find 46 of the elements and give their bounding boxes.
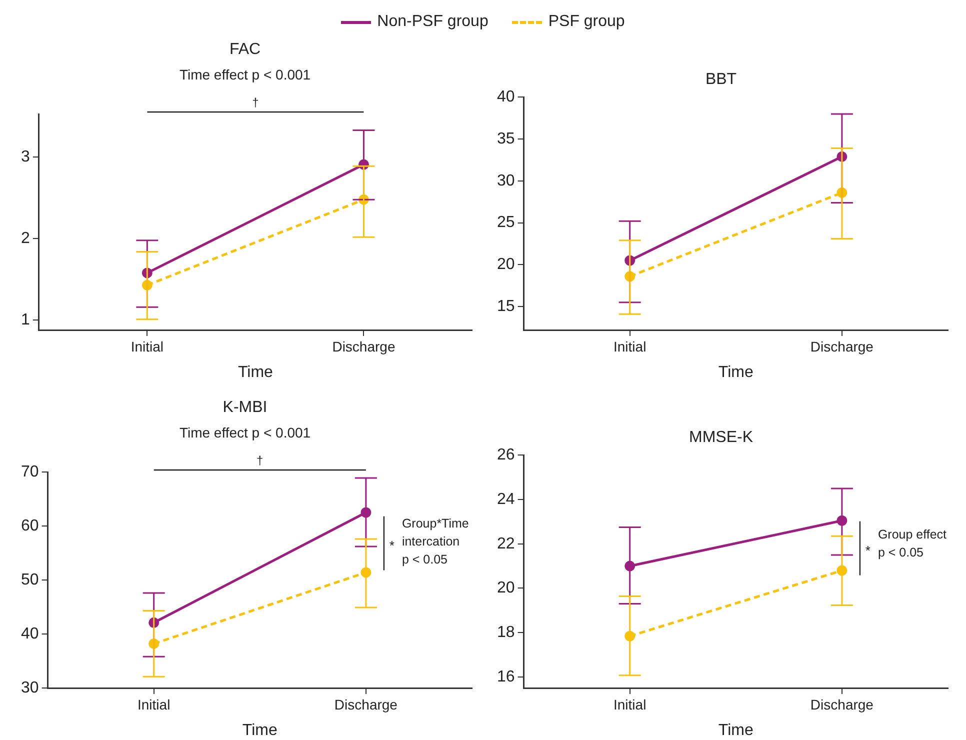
y-tick-label: 30 bbox=[497, 172, 515, 190]
text: † bbox=[252, 95, 259, 110]
x-axis-title: Time bbox=[242, 722, 278, 739]
x-axis-title: Time bbox=[718, 722, 754, 739]
y-tick-label: 22 bbox=[497, 535, 515, 552]
y-tick-label: 35 bbox=[497, 130, 515, 148]
chart-title: MMSE-K bbox=[689, 429, 754, 446]
y-tick-label: 20 bbox=[497, 580, 515, 597]
x-tick-label: Discharge bbox=[810, 696, 874, 712]
y-tick-label: 2 bbox=[20, 230, 30, 248]
legend-label: PSF group bbox=[548, 13, 625, 31]
y-tick-label: 40 bbox=[497, 88, 515, 106]
x-tick-label: Initial bbox=[614, 696, 646, 712]
y-tick-label: 70 bbox=[21, 463, 39, 480]
legend-label: Non-PSF group bbox=[377, 13, 488, 31]
y-tick-label: 24 bbox=[497, 490, 515, 508]
x-axis-title: Time bbox=[718, 364, 754, 381]
chart-title: K-MBI bbox=[222, 399, 268, 416]
y-tick-label: 18 bbox=[497, 624, 515, 641]
y-tick-label: 20 bbox=[497, 256, 515, 274]
x-tick-label: Initial bbox=[138, 696, 170, 712]
chart-subtitle: Time effect p < 0.001 bbox=[179, 424, 311, 440]
y-tick-label: 3 bbox=[20, 148, 30, 166]
y-tick-label: 30 bbox=[21, 679, 39, 696]
x-tick-label: Initial bbox=[614, 338, 646, 354]
chart-subtitle: Time effect p < 0.001 bbox=[179, 66, 311, 82]
chart-title: FAC bbox=[229, 41, 261, 58]
x-tick-label: Discharge bbox=[334, 696, 398, 712]
x-axis-title: Time bbox=[238, 364, 274, 381]
annotation: * bbox=[389, 538, 394, 553]
text: † bbox=[256, 453, 264, 468]
annotation: Group effect p < 0.05 bbox=[878, 527, 948, 560]
y-tick-label: 16 bbox=[497, 668, 515, 686]
annotation: Group*Time intercation p < 0.05 bbox=[402, 516, 469, 567]
x-tick-label: Discharge bbox=[810, 338, 874, 354]
annotation: * bbox=[865, 542, 870, 558]
x-tick-label: Discharge bbox=[332, 338, 396, 354]
y-tick-label: 26 bbox=[497, 446, 515, 464]
y-tick-label: 25 bbox=[497, 214, 515, 232]
y-tick-label: 40 bbox=[21, 625, 39, 642]
y-tick-label: 1 bbox=[20, 312, 30, 329]
chart-title: BBT bbox=[705, 71, 737, 88]
y-tick-label: 50 bbox=[21, 571, 39, 588]
y-tick-label: 60 bbox=[21, 517, 39, 534]
x-tick-label: Initial bbox=[130, 338, 164, 354]
y-tick-label: 15 bbox=[497, 298, 515, 315]
